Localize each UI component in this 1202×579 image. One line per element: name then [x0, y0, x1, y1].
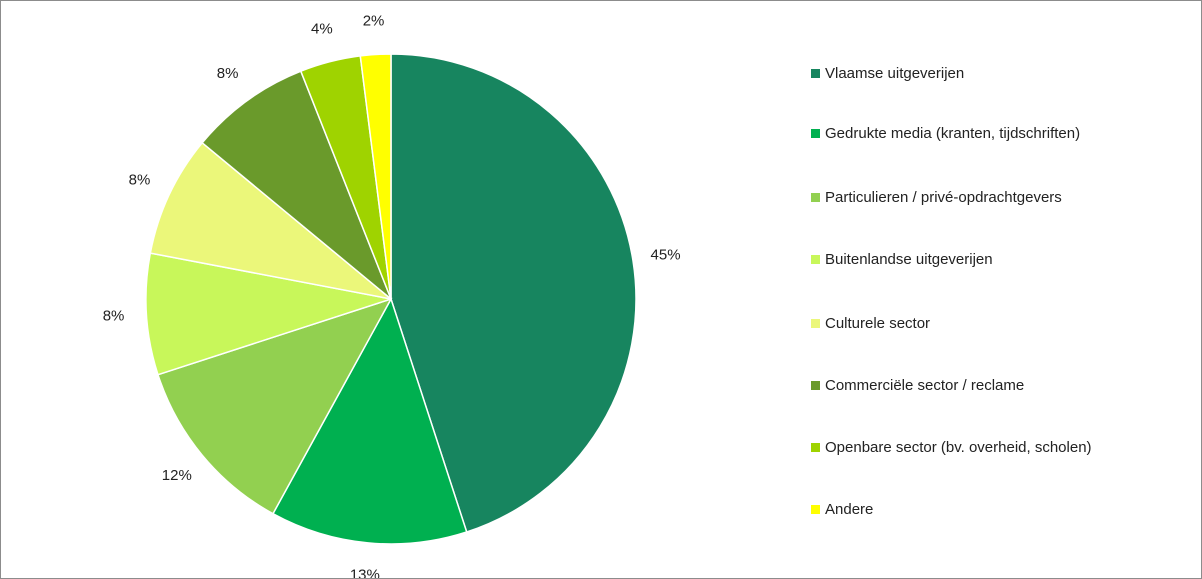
data-label: 45% [651, 246, 681, 263]
legend-label: Commerciële sector / reclame [825, 377, 1025, 394]
data-label: 13% [350, 567, 380, 578]
legend-label: Particulieren / privé-opdrachtgevers [825, 189, 1062, 206]
legend-item: Gedrukte media (kranten, tijdschriften) [811, 122, 1115, 145]
data-label: 4% [311, 21, 333, 38]
legend-swatch [811, 443, 820, 452]
legend-item: Vlaamse uitgeverijen [811, 62, 1115, 85]
pie-slice [390, 53, 637, 533]
pie-slice [359, 53, 392, 300]
legend-item: Particulieren / privé-opdrachtgevers [811, 186, 1115, 209]
legend-swatch [811, 505, 820, 514]
data-label: 8% [217, 65, 239, 82]
legend-label: Culturele sector [825, 315, 931, 332]
data-label: 8% [129, 172, 151, 189]
legend-label: Buitenlandse uitgeverijen [825, 251, 993, 268]
pie-slice [157, 297, 393, 515]
legend-item: Openbare sector (bv. overheid, scholen) [811, 436, 1115, 459]
legend-swatch [811, 69, 820, 78]
legend-swatch [811, 319, 820, 328]
data-label: 8% [103, 307, 125, 324]
legend-item: Commerciële sector / reclame [811, 374, 1115, 397]
pie-slice [201, 70, 392, 300]
legend-swatch [811, 255, 820, 264]
legend-item: Andere [811, 498, 1115, 521]
pie-slice [145, 252, 392, 376]
legend-item: Buitenlandse uitgeverijen [811, 248, 1115, 271]
legend-swatch [811, 129, 820, 138]
legend-label: Vlaamse uitgeverijen [825, 65, 965, 82]
pie-slice [271, 297, 468, 545]
data-label: 2% [363, 13, 385, 30]
legend-label: Gedrukte media (kranten, tijdschriften) [825, 125, 1081, 142]
legend-swatch [811, 381, 820, 390]
legend-label: Andere [825, 501, 874, 518]
data-label: 12% [162, 467, 192, 484]
legend-item: Culturele sector [811, 312, 1115, 335]
legend-swatch [811, 193, 820, 202]
pie-slice [149, 141, 392, 300]
legend-label: Openbare sector (bv. overheid, scholen) [825, 439, 1092, 456]
